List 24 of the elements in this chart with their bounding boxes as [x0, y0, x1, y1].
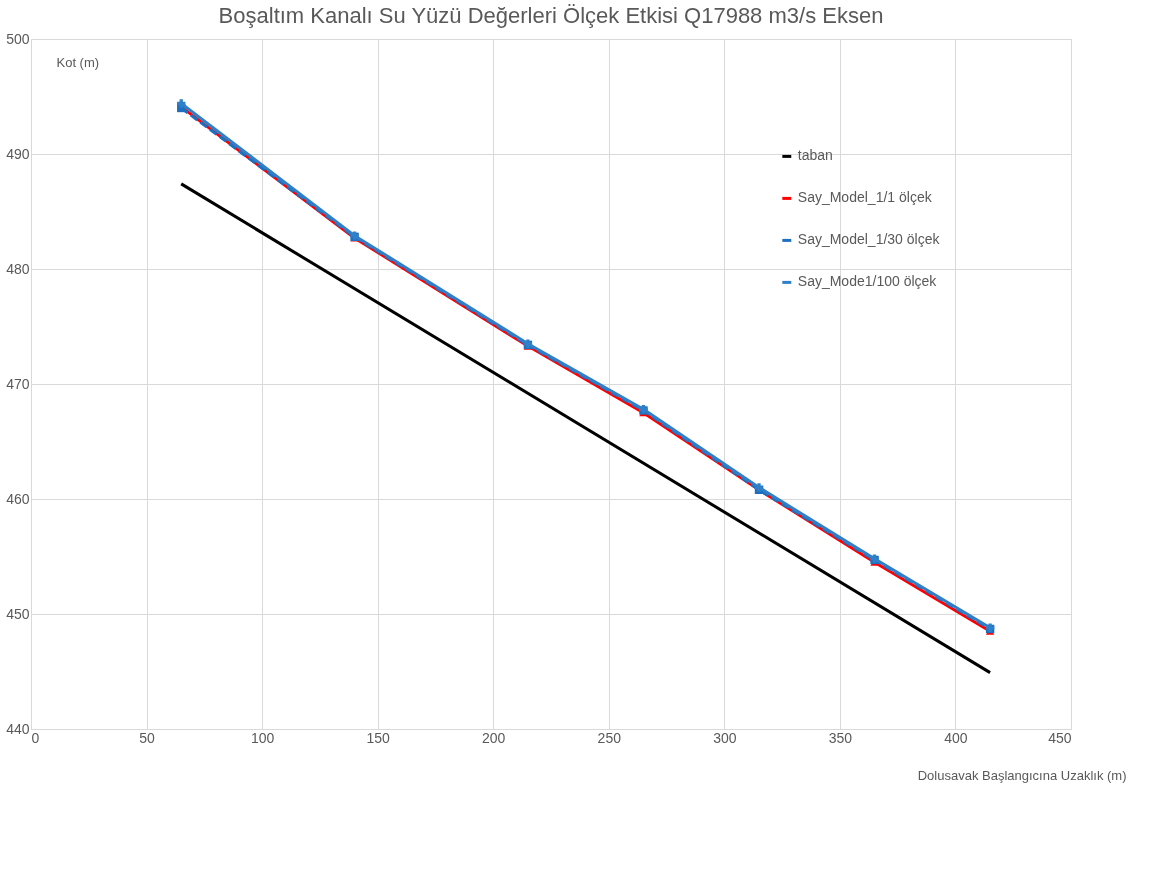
- x-tick-label: 150: [366, 729, 391, 746]
- legend-label: Say_Mode1/100 ölçek: [797, 273, 938, 290]
- y-tick-label: 450: [6, 605, 30, 622]
- y-tick-label: 470: [6, 375, 30, 392]
- x-tick-label: 250: [597, 729, 622, 746]
- x-tick-label: 50: [139, 729, 156, 746]
- y-tick-label: 440: [6, 720, 30, 737]
- x-tick-label: 100: [250, 729, 275, 746]
- chart-title: Boşaltım Kanalı Su Yüzü Değerleri Ölçek Etkisi Q17988 m3/s Eksen: [218, 3, 884, 28]
- x-axis-title: Dolusavak Başlangıcına Uzaklık (m): [917, 767, 1127, 783]
- legend-label: taban: [797, 147, 833, 164]
- x-tick-label: 400: [944, 729, 968, 746]
- y-tick-label: 460: [6, 490, 30, 507]
- x-tick-label: 350: [828, 729, 853, 746]
- legend-label: Say_Model_1/30 ölçek: [797, 231, 941, 248]
- x-tick-label: 200: [482, 729, 506, 746]
- x-tick-label: 0: [31, 729, 40, 746]
- x-tick-label: 450: [1048, 729, 1072, 746]
- x-tick-label: 300: [713, 729, 737, 746]
- y-tick-label: 480: [6, 260, 30, 277]
- y-tick-label: 500: [6, 30, 30, 47]
- y-axis-title: Kot (m): [56, 54, 100, 70]
- y-tick-label: 490: [6, 145, 30, 162]
- legend-label: Say_Model_1/1 ölçek: [797, 189, 933, 206]
